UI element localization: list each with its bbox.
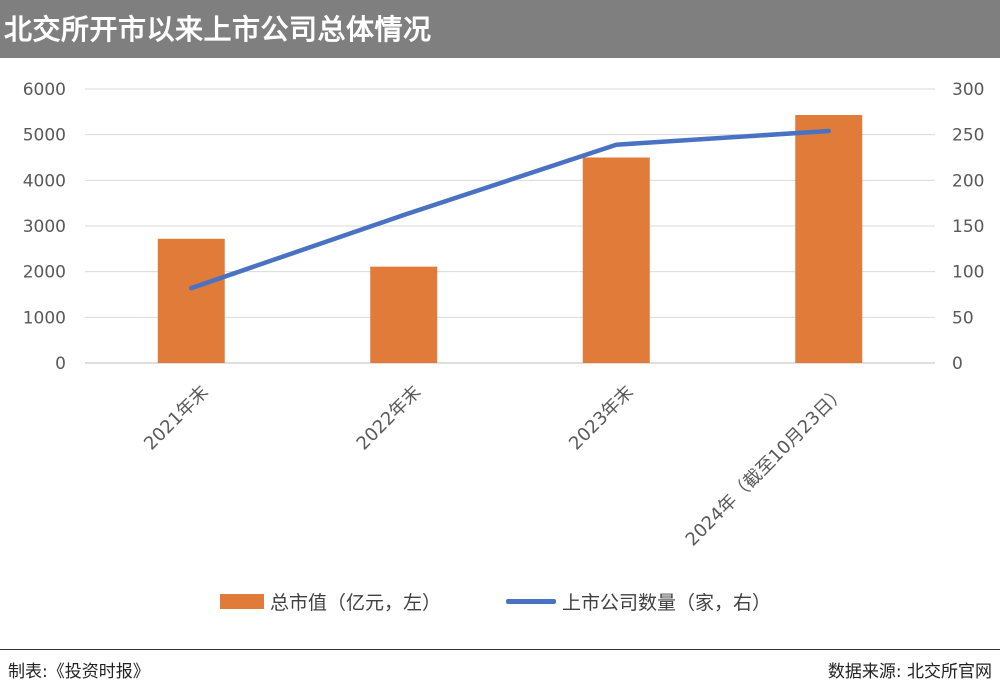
legend-swatch-bar <box>220 593 264 609</box>
x-tick-label: 2023年末 <box>565 382 638 455</box>
bar-market-cap <box>582 157 650 363</box>
y-right-tick-label: 150 <box>952 217 984 237</box>
bar-market-cap <box>795 115 863 363</box>
y-left-tick-label: 6000 <box>23 80 66 100</box>
footer-source-left: 制表:《投资时报》 <box>8 662 150 682</box>
chart-title: 北交所开市以来上市公司总体情况 <box>4 13 432 46</box>
legend-label-company-count: 上市公司数量（家，右） <box>562 591 772 614</box>
y-right-tick-label: 250 <box>952 126 984 146</box>
title-bar: 北交所开市以来上市公司总体情况 <box>0 0 1000 58</box>
y-left-tick-label: 4000 <box>23 171 66 191</box>
bar-market-cap <box>370 266 438 363</box>
y-left-tick-label: 1000 <box>23 308 66 328</box>
legend-item-market-cap: 总市值（亿元，左） <box>220 586 441 616</box>
y-right-tick-label: 300 <box>952 80 984 100</box>
y-right-tick-label: 200 <box>952 171 984 191</box>
y-left-tick-label: 3000 <box>23 217 66 237</box>
y-left-tick-label: 2000 <box>23 263 66 283</box>
line-company-count <box>189 128 831 291</box>
y-right-tick-label: 50 <box>952 308 974 328</box>
y-right-tick-label: 100 <box>952 263 984 283</box>
y-left-tick-label: 0 <box>55 354 66 374</box>
y-right-tick-label: 0 <box>952 354 963 374</box>
combo-chart: 0 1000 2000 3000 4000 5000 6000 0 50 100 150 200 250… <box>23 80 985 551</box>
footer-divider <box>0 649 1000 650</box>
bar-market-cap <box>157 238 225 363</box>
y-left-tick-label: 5000 <box>23 126 66 146</box>
legend-item-company-count: 上市公司数量（家，右） <box>506 586 771 616</box>
x-tick-label: 2021年末 <box>140 382 213 455</box>
x-tick-label: 2022年末 <box>353 382 426 455</box>
legend-label-market-cap: 总市值（亿元，左） <box>270 591 442 614</box>
footer-source-right: 数据来源: 北交所官网 <box>827 662 992 682</box>
legend-swatch-line <box>506 598 556 604</box>
x-tick-label: 2024年（截至10月23日） <box>682 382 851 551</box>
